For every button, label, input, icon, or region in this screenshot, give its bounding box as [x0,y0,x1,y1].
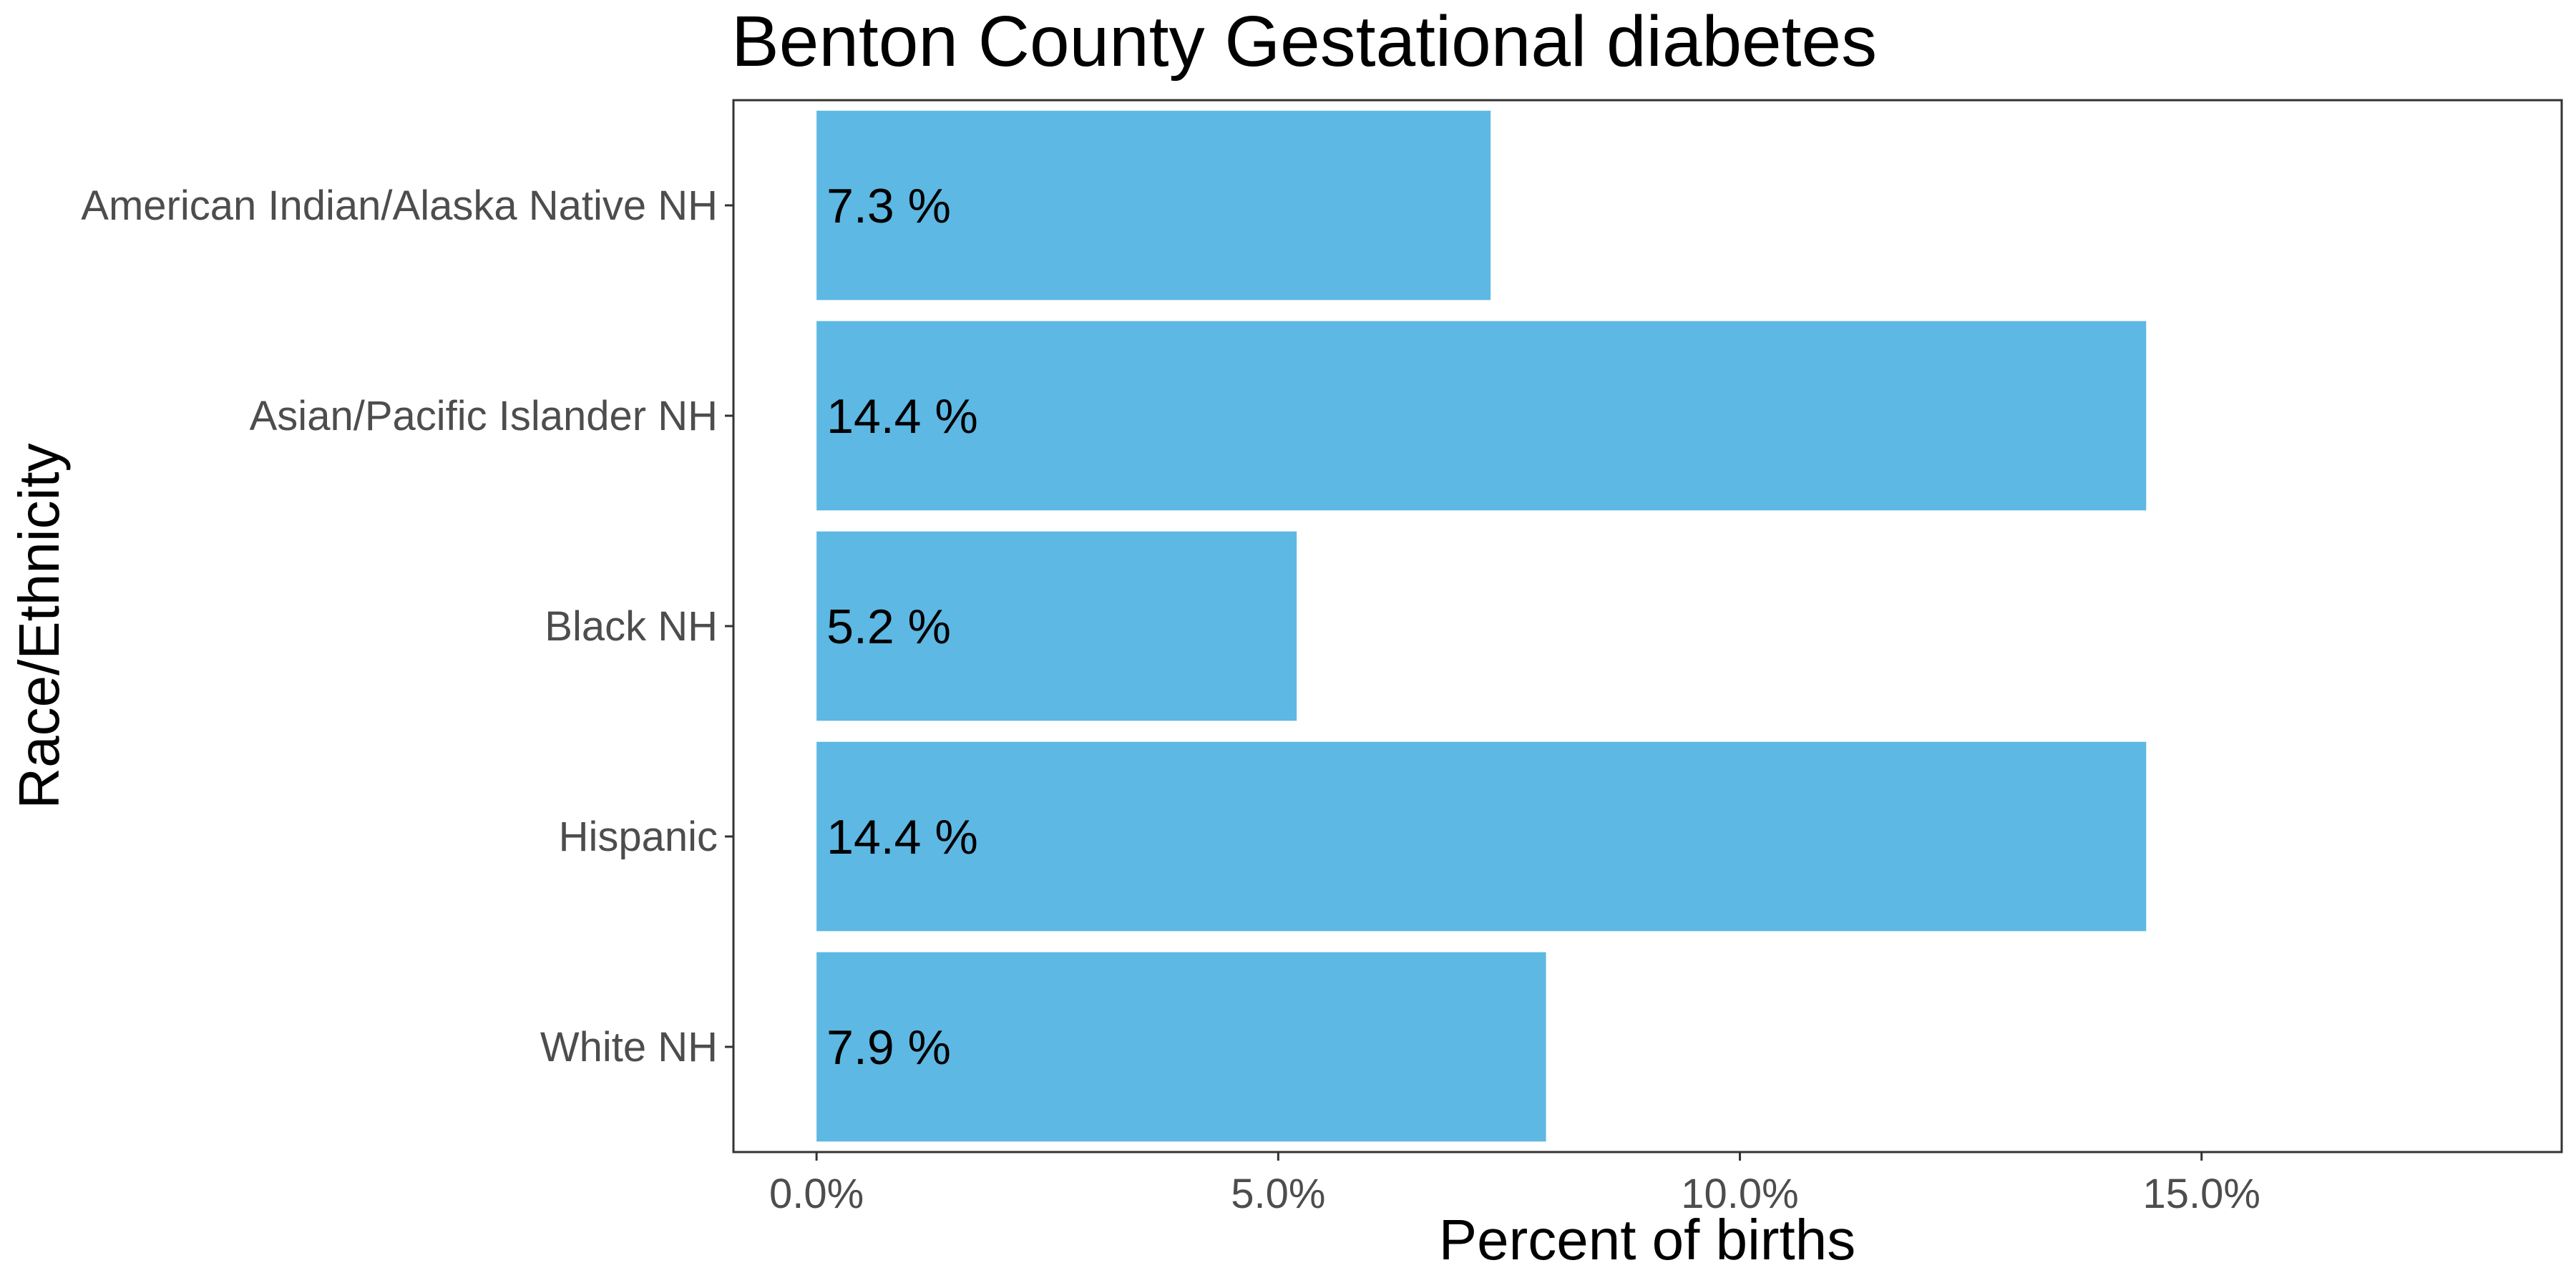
y-tick-label: American Indian/Alaska Native NH [81,182,718,229]
bar [816,952,1546,1142]
bars-group [816,110,2147,1142]
y-tick-label: Hispanic [559,814,718,860]
x-axis: 0.0% 5.0% 10.0% 15.0% [769,1152,2260,1217]
bar [816,321,2147,511]
y-tick-label: Black NH [545,603,718,650]
x-tick-label: 0.0% [769,1171,864,1217]
bar-data-label: 14.4 % [826,810,978,864]
bar-data-label: 5.2 % [826,600,951,654]
bar-data-label: 7.3 % [826,179,951,233]
chart-title: Benton County Gestational diabetes [731,1,1877,82]
data-labels-group: 7.3 % 14.4 % 5.2 % 14.4 % 7.9 % [826,179,978,1075]
y-tick-label: White NH [540,1024,718,1070]
x-tick-label: 10.0% [1681,1171,1798,1217]
x-tick-label: 5.0% [1231,1171,1325,1217]
y-axis: American Indian/Alaska Native NH Asian/Pa… [81,182,733,1070]
y-tick-label: Asian/Pacific Islander NH [250,393,718,439]
x-axis-title: Percent of births [1439,1208,1856,1272]
bar [816,110,1491,301]
bar-data-label: 14.4 % [826,389,978,444]
bar-data-label: 7.9 % [826,1020,951,1075]
y-axis-title: Race/Ethnicity [7,443,71,809]
bar [816,531,1297,721]
x-tick-label: 15.0% [2143,1171,2260,1217]
bar [816,741,2147,932]
